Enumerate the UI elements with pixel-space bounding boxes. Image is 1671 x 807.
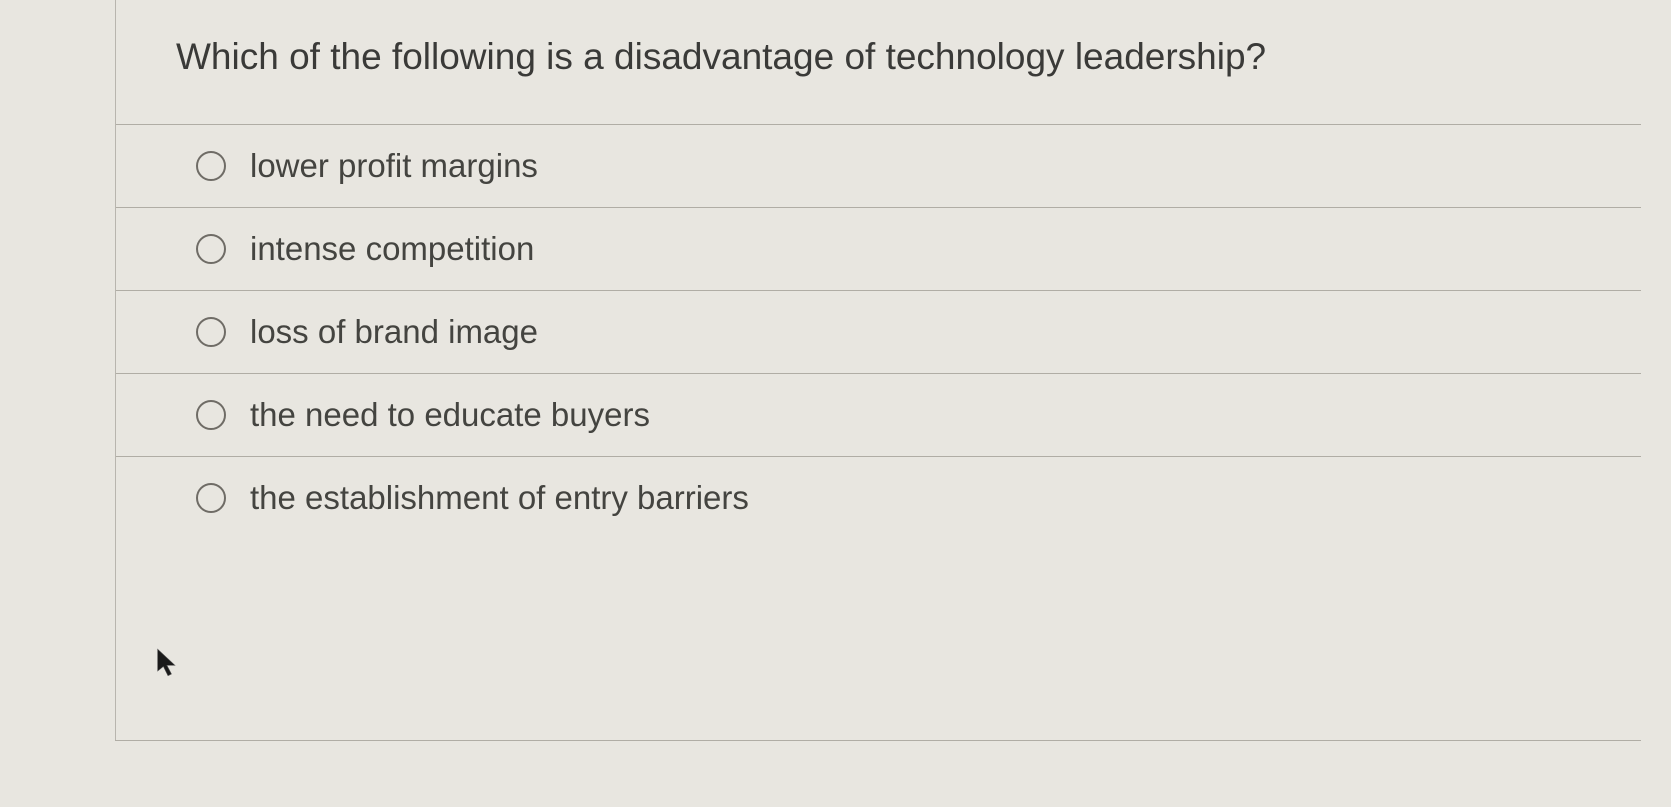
option-row-1[interactable]: intense competition [116,208,1641,291]
option-row-0[interactable]: lower profit margins [116,125,1641,208]
radio-icon[interactable] [196,483,226,513]
option-label: intense competition [250,230,534,268]
quiz-question-panel: Which of the following is a disadvantage… [115,0,1671,740]
radio-icon[interactable] [196,400,226,430]
option-row-2[interactable]: loss of brand image [116,291,1641,374]
options-list: lower profit margins intense competition… [116,124,1641,557]
question-text: Which of the following is a disadvantage… [116,25,1641,124]
radio-icon[interactable] [196,234,226,264]
radio-icon[interactable] [196,151,226,181]
option-label: loss of brand image [250,313,538,351]
panel-bottom-divider [115,740,1641,741]
option-row-4[interactable]: the establishment of entry barriers [116,457,1641,557]
option-row-3[interactable]: the need to educate buyers [116,374,1641,457]
option-label: lower profit margins [250,147,538,185]
radio-icon[interactable] [196,317,226,347]
option-label: the establishment of entry barriers [250,479,749,517]
option-label: the need to educate buyers [250,396,650,434]
